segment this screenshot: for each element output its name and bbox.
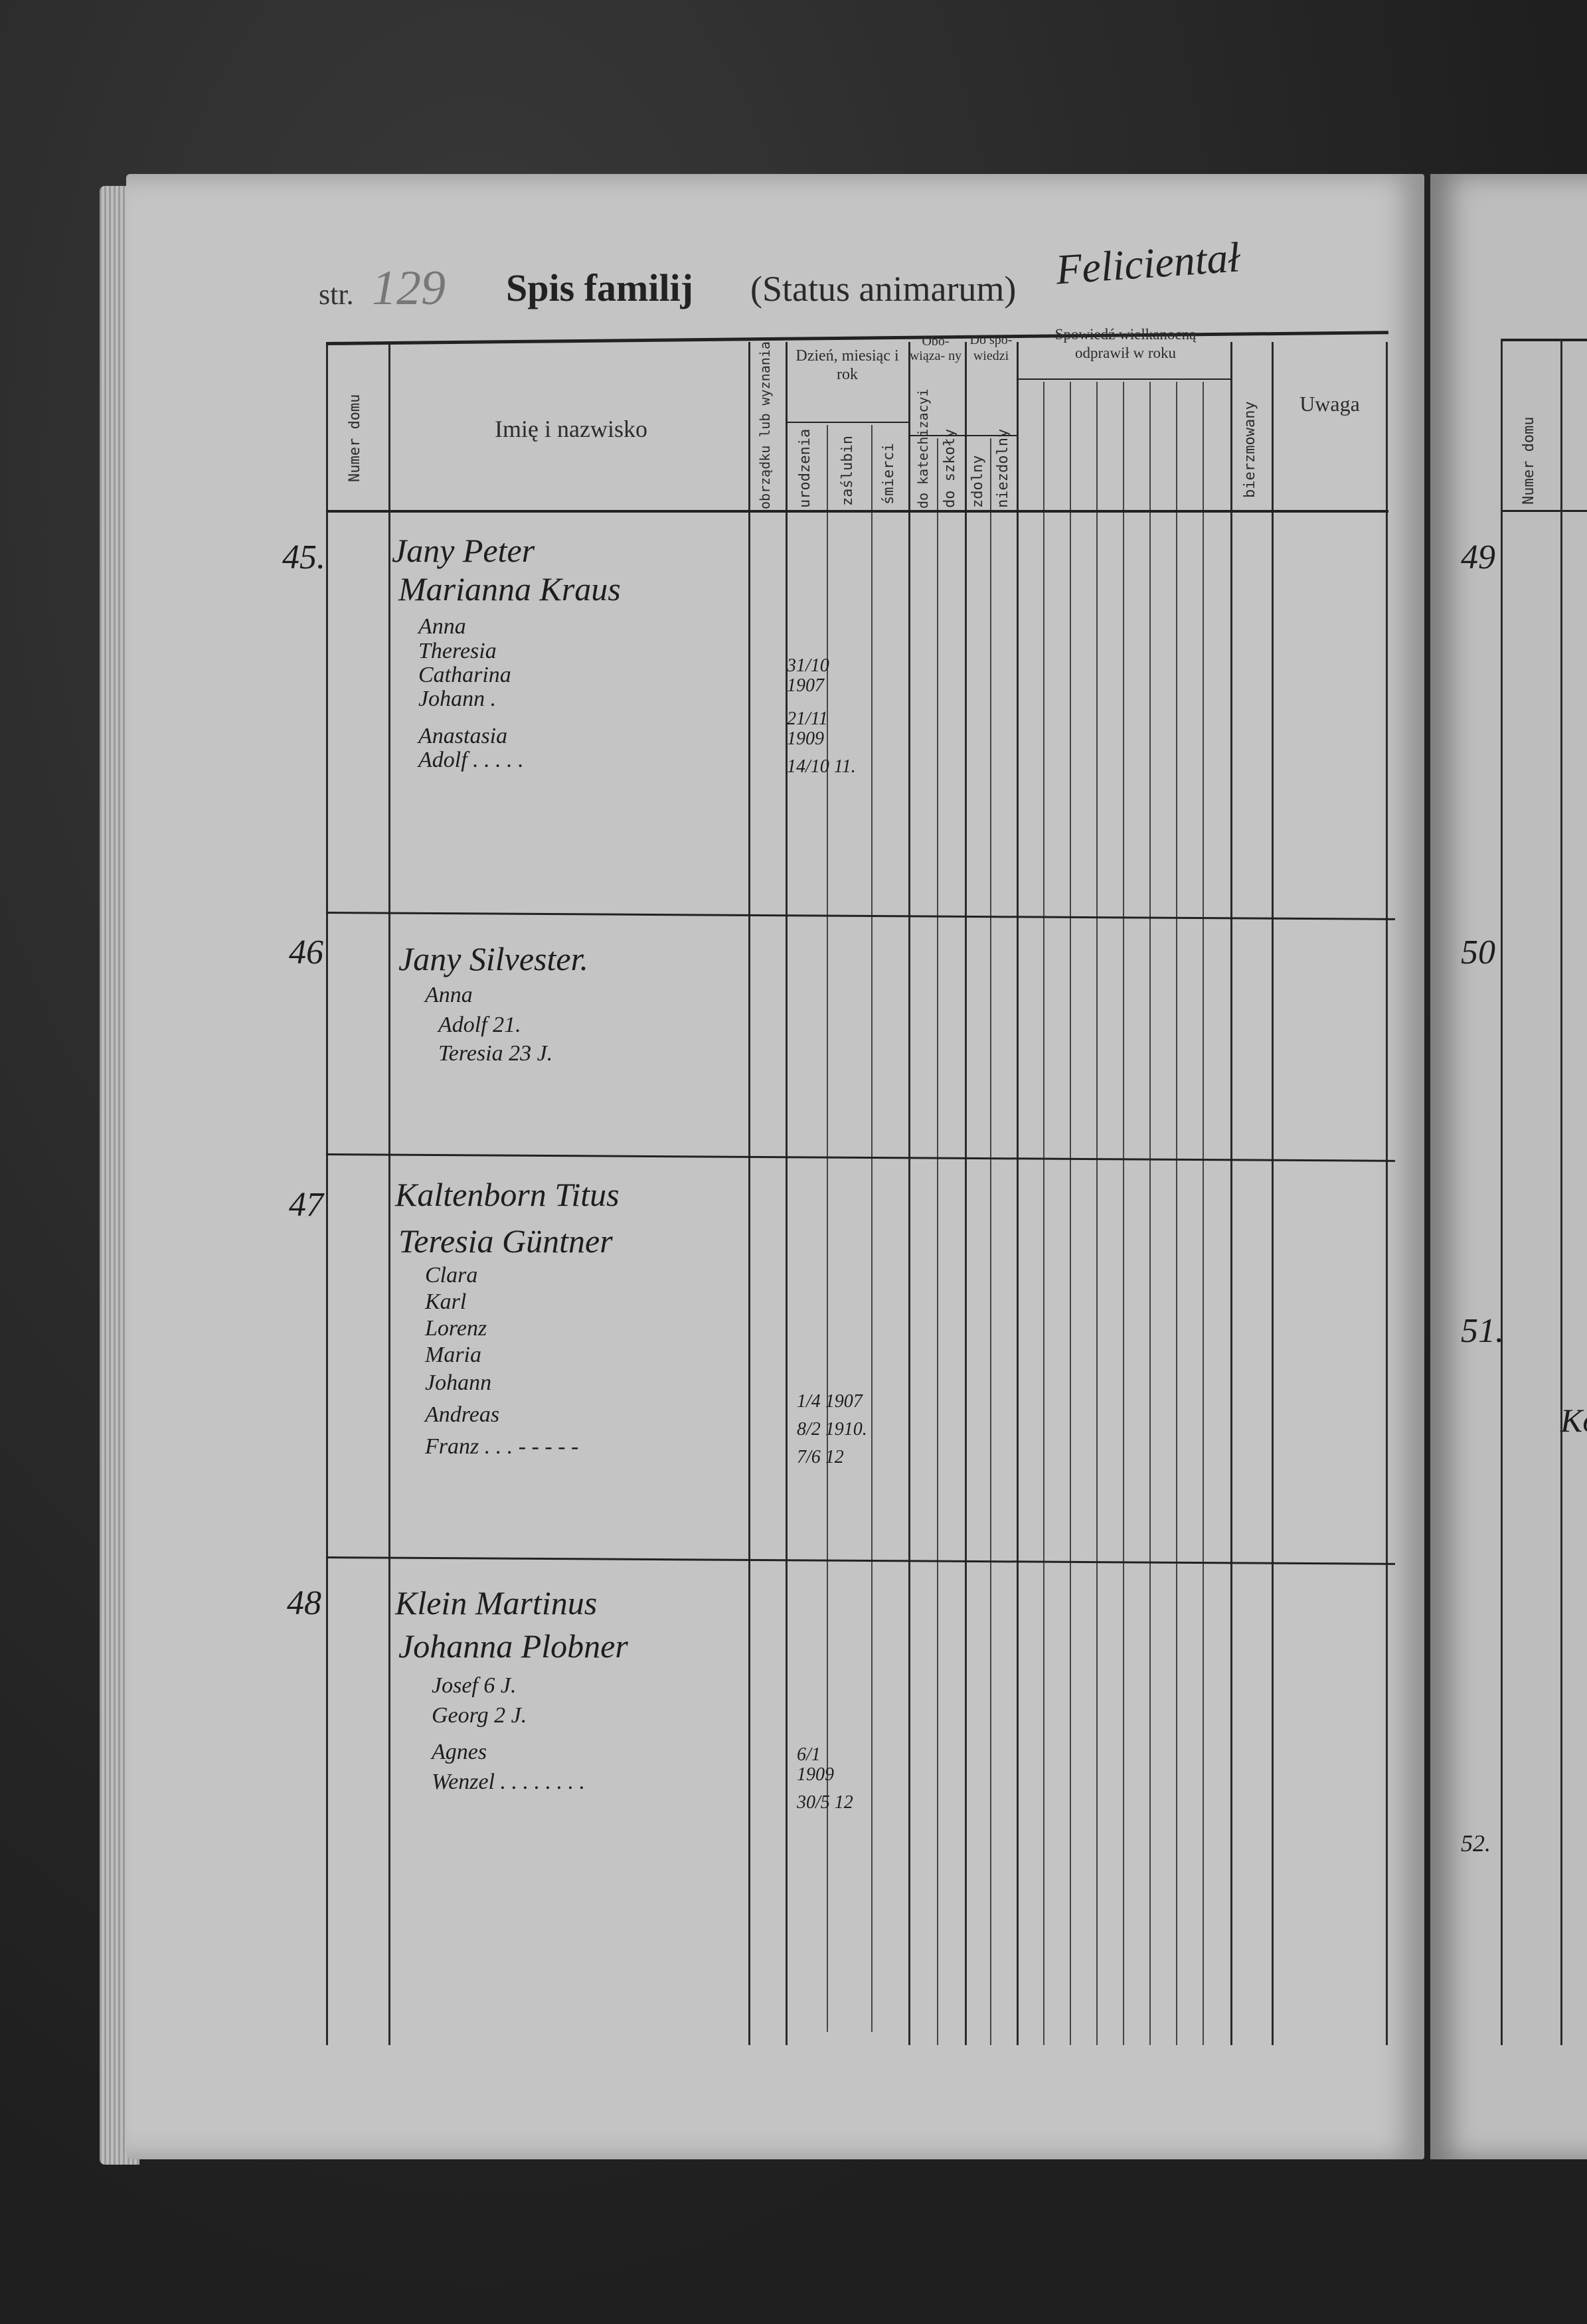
col-katechizacyi: do katechizacyi: [915, 388, 931, 509]
person-name: Jany Silvester.: [398, 940, 589, 977]
person-name: Maria: [425, 1343, 481, 1367]
person-name: Marianna Kraus: [398, 570, 621, 608]
column-rule: [1070, 382, 1071, 2045]
right-column-rule: [1501, 339, 1503, 2045]
subheader-rule: [1017, 378, 1230, 380]
right-header-rule: [1501, 510, 1587, 512]
house-number: 47: [289, 1186, 323, 1224]
birth-date: 21/11 1909: [787, 708, 828, 749]
column-rule: [871, 425, 873, 2032]
column-rule: [1017, 342, 1019, 2045]
col-zaslubin: zaślubin: [839, 436, 856, 506]
person-name: Wenzel . . . . . . . .: [432, 1770, 586, 1794]
birth-date: 6/1 1909: [797, 1744, 834, 1785]
column-rule: [1096, 382, 1098, 2045]
subheader-rule: [908, 435, 1017, 436]
col-spowiedzi-group: Do spo- wiedzi: [969, 333, 1013, 363]
column-rule: [990, 438, 991, 2045]
col-uwaga: Uwaga: [1299, 392, 1360, 416]
column-rule: [937, 438, 938, 2045]
column-rule: [1386, 342, 1388, 2045]
column-rule: [965, 342, 967, 2045]
birth-date: 1/4 1907: [797, 1391, 863, 1412]
person-name: Teresia Güntner: [398, 1222, 613, 1260]
right-column-rule: [1560, 339, 1562, 2045]
column-rule: [1043, 382, 1044, 2045]
person-name: Lorenz: [425, 1316, 487, 1341]
house-number: 46: [289, 934, 323, 971]
col-szkoly: do szkoły: [942, 428, 958, 508]
person-name: Catharina: [418, 663, 511, 687]
column-rule: [786, 342, 788, 2045]
register-page: [126, 174, 1424, 2159]
header-bottom-rule: [326, 510, 1388, 513]
person-name: Anna: [418, 614, 466, 639]
person-name: Georg 2 J.: [432, 1703, 527, 1728]
column-rule: [1149, 382, 1151, 2045]
page-label: str.: [319, 278, 354, 311]
col-smierci: śmierci: [880, 443, 897, 505]
house-number: 48: [287, 1584, 321, 1622]
person-name: Theresia: [418, 639, 497, 663]
right-house-number: 51.: [1461, 1312, 1504, 1350]
page-number: 129: [372, 261, 446, 315]
person-name: Anastasia: [418, 724, 508, 748]
person-name: Klein Martinus: [395, 1584, 598, 1621]
right-header-rule: [1501, 339, 1587, 341]
person-name: Agnes: [432, 1740, 487, 1764]
column-rule: [1230, 342, 1232, 2045]
person-name: Johann .: [418, 687, 497, 711]
column-rule: [1203, 382, 1204, 2045]
right-partial-name: Kolle: [1560, 1402, 1587, 1439]
person-name: Adolf . . . . .: [418, 748, 524, 772]
col-obrzadek: obrządku lub wyznania: [757, 341, 773, 509]
page-subtitle: (Status animarum): [750, 269, 1017, 309]
person-name: Johanna Plobner: [398, 1627, 628, 1665]
column-rule: [748, 342, 750, 2045]
person-name: Anna: [425, 983, 473, 1007]
column-rule: [908, 342, 910, 2045]
person-name: Karl: [425, 1289, 467, 1314]
column-rule: [388, 342, 390, 2045]
col-zdolny: zdolny: [969, 455, 986, 508]
right-house-number: 52.: [1461, 1830, 1491, 1857]
birth-date: 8/2 1910.: [797, 1419, 867, 1440]
col-bierzmowany: bierzmowany: [1242, 401, 1258, 498]
col-spowiedz-group: Spowiedź wielkanocną odprawił w roku: [1054, 326, 1197, 361]
right-house-number: 50: [1461, 934, 1495, 971]
person-name: Jany Peter: [392, 532, 535, 569]
person-name: Josef 6 J.: [432, 1673, 517, 1698]
col-urodzenia: urodzenia: [797, 428, 813, 508]
page-title: Spis familij: [506, 266, 693, 309]
col-numer-domu: Numer domu: [347, 394, 363, 483]
col-dzien-group: Dzień, miesiąc i rok: [795, 347, 899, 383]
right-house-number: 49: [1461, 539, 1495, 576]
person-name: Franz . . . - - - - -: [425, 1434, 579, 1459]
col-imie: Imię i nazwisko: [495, 416, 647, 442]
column-rule: [1123, 382, 1124, 2045]
column-rule: [1272, 342, 1274, 2045]
birth-date: 14/10 11.: [787, 756, 856, 777]
birth-date: 31/10 1907: [787, 655, 829, 696]
person-name: Clara: [425, 1263, 478, 1287]
column-rule: [326, 342, 328, 2045]
facing-page: [1430, 174, 1587, 2159]
birth-date: 30/5 12: [797, 1792, 853, 1813]
person-name: Johann: [425, 1370, 492, 1395]
person-name: Andreas: [425, 1402, 500, 1427]
birth-date: 7/6 12: [797, 1447, 844, 1467]
right-col-numer-domu: Numer domu: [1521, 416, 1537, 505]
column-rule: [827, 425, 828, 2032]
col-obowiazany-group: Obo- wiąza- ny: [909, 334, 962, 363]
column-rule: [1176, 382, 1177, 2045]
subheader-rule: [786, 422, 908, 423]
house-number: 45.: [282, 539, 325, 576]
person-name: Kaltenborn Titus: [395, 1176, 620, 1213]
col-niezdolny: niezdolny: [995, 428, 1011, 508]
person-name: Teresia 23 J.: [438, 1041, 553, 1066]
person-name: Adolf 21.: [438, 1013, 521, 1037]
